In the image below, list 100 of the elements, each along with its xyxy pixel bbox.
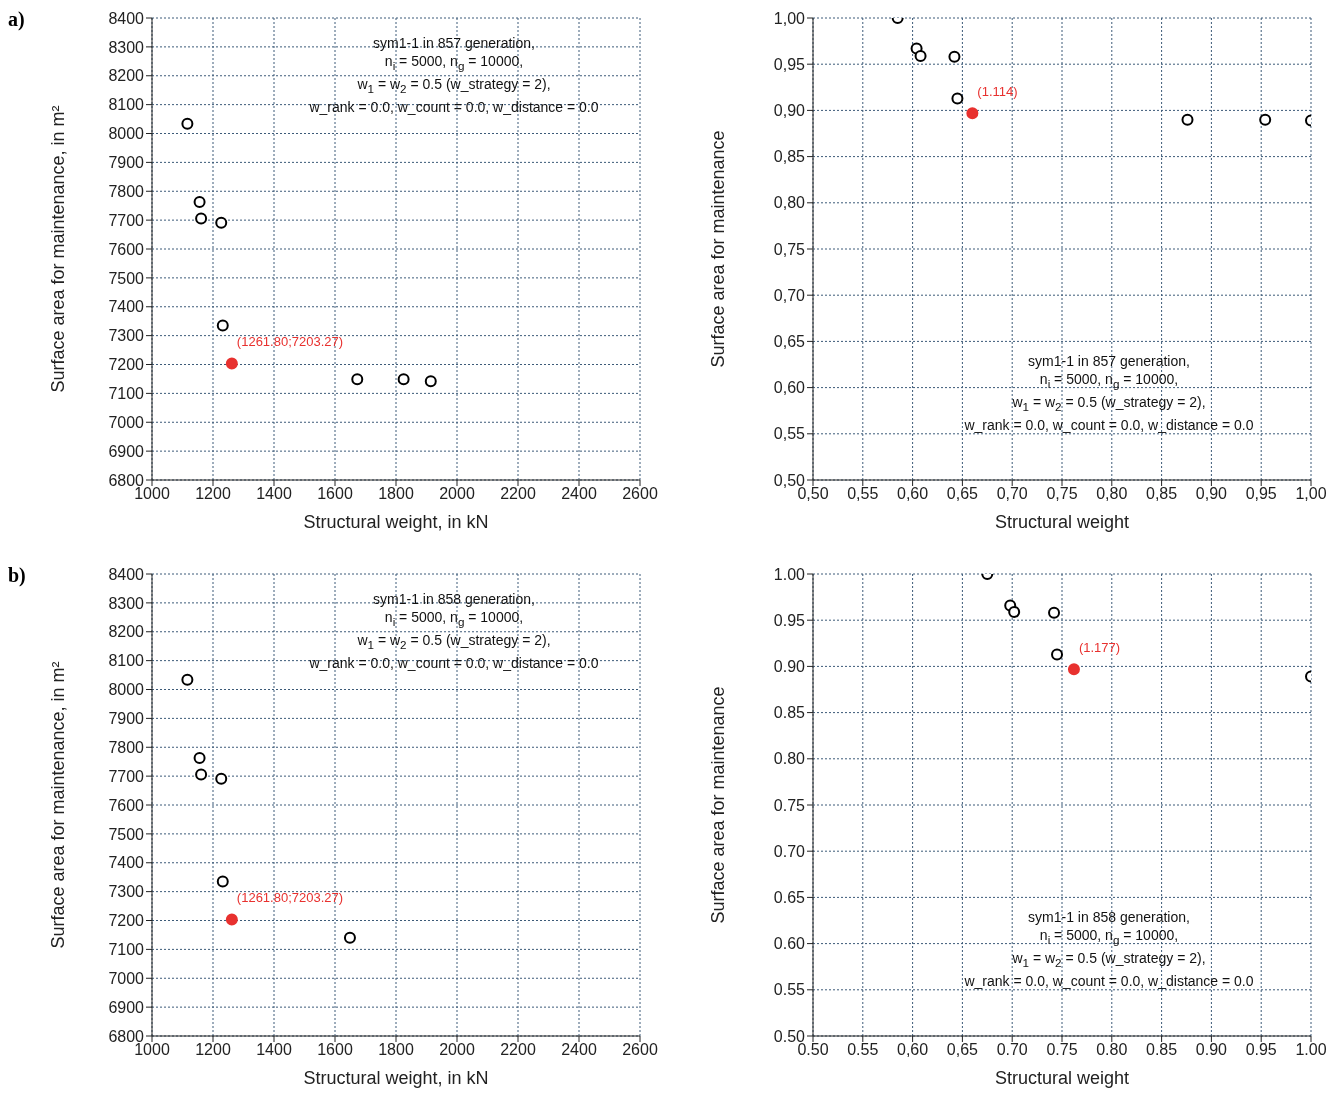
x-tick-label: 1800 bbox=[378, 1041, 414, 1059]
y-axis-title: Surface area for maintenance, in m² bbox=[48, 105, 69, 393]
annotation: w_rank = 0.0, w_count = 0.0, w_distance = 0.0 bbox=[963, 971, 1255, 990]
annotation: n$_{i}$ = 5000, n$_{g}$ = 10000, bbox=[383, 608, 525, 630]
y-tick-label: 7900 bbox=[108, 154, 145, 172]
point bbox=[216, 319, 229, 332]
y-tick-label: 7800 bbox=[108, 738, 145, 756]
y-tick-label: 0.75 bbox=[773, 796, 806, 814]
x-tick-label: 0.85 bbox=[1146, 1041, 1178, 1059]
x-axis-title: Structural weight, in kN bbox=[303, 1068, 489, 1088]
y-tick-label: 0,70 bbox=[773, 286, 806, 304]
x-tick-label: 2000 bbox=[439, 485, 475, 503]
point bbox=[195, 212, 208, 225]
point bbox=[1259, 113, 1272, 126]
point bbox=[424, 375, 437, 388]
point bbox=[195, 768, 208, 781]
y-axis-title: Surface area for maintenance bbox=[708, 130, 729, 368]
y-tick-label: 8200 bbox=[108, 67, 145, 85]
x-tick-label: 1800 bbox=[378, 485, 414, 503]
x-tick-label: 0,65 bbox=[946, 1041, 979, 1059]
x-tick-label: 1400 bbox=[256, 1041, 292, 1059]
x-tick-label: 2400 bbox=[561, 1041, 597, 1059]
point bbox=[351, 373, 364, 386]
x-tick-label: 0.55 bbox=[847, 1041, 879, 1059]
y-tick-label: 7500 bbox=[108, 825, 145, 843]
x-tick-label: 2200 bbox=[500, 1041, 536, 1059]
x-tick-label: 0,60 bbox=[897, 485, 929, 503]
chart-title: b) bbox=[8, 564, 26, 587]
point bbox=[216, 875, 229, 888]
annotation: (1.177) bbox=[1078, 639, 1121, 655]
point bbox=[343, 931, 356, 944]
point bbox=[1181, 113, 1194, 126]
x-tick-label: 0,80 bbox=[1096, 485, 1128, 503]
y-tick-label: 6900 bbox=[108, 442, 145, 460]
point bbox=[1067, 663, 1080, 676]
x-tick-label: 1600 bbox=[317, 485, 353, 503]
x-tick-label: 0.90 bbox=[1195, 1041, 1228, 1059]
annotation: (1.114) bbox=[977, 83, 1018, 99]
y-tick-label: 8400 bbox=[108, 9, 145, 27]
y-tick-label: 8300 bbox=[108, 594, 145, 612]
x-tick-label: 1200 bbox=[195, 1041, 231, 1059]
x-tick-label: 1.00 bbox=[1295, 1041, 1327, 1059]
x-tick-label: 2600 bbox=[622, 485, 658, 503]
y-tick-label: 7600 bbox=[108, 240, 145, 258]
x-axis-title: Structural weight bbox=[994, 1068, 1130, 1088]
y-tick-label: 7100 bbox=[108, 941, 145, 959]
y-tick-label: 8000 bbox=[108, 125, 145, 143]
annotation: sym1-1 in 858 generation, bbox=[1027, 908, 1191, 926]
x-axis-title: Structural weight, in kN bbox=[303, 512, 489, 532]
x-tick-label: 1000 bbox=[134, 485, 170, 503]
annotation: sym1-1 in 858 generation, bbox=[372, 590, 536, 608]
y-tick-label: 7900 bbox=[108, 710, 145, 728]
y-tick-label: 7100 bbox=[108, 385, 145, 403]
y-tick-label: 8400 bbox=[108, 565, 145, 583]
y-tick-label: 0,80 bbox=[773, 194, 806, 212]
point bbox=[225, 357, 238, 370]
y-tick-label: 7600 bbox=[108, 796, 145, 814]
point bbox=[193, 195, 206, 208]
y-tick-label: 6900 bbox=[108, 998, 145, 1016]
x-tick-label: 0.75 bbox=[1046, 1041, 1078, 1059]
point bbox=[966, 107, 979, 120]
x-tick-label: 0,70 bbox=[996, 485, 1028, 503]
y-tick-label: 8000 bbox=[108, 681, 145, 699]
y-tick-label: 7200 bbox=[108, 912, 145, 930]
x-tick-label: 0,85 bbox=[1146, 485, 1178, 503]
annotation: w$_{1}$ = w$_{2}$ = 0.5 (w_strategy = 2), bbox=[356, 630, 552, 653]
x-tick-label: 1,00 bbox=[1295, 485, 1327, 503]
x-tick-label: 0,90 bbox=[1195, 485, 1228, 503]
x-tick-label: 0,75 bbox=[1046, 485, 1078, 503]
y-tick-label: 0.55 bbox=[773, 981, 806, 999]
y-tick-label: 7400 bbox=[108, 854, 145, 872]
annotation: (1261.80;7203.27) bbox=[236, 890, 344, 906]
annotation: n$_{i}$ = 5000, n$_{g}$ = 10000, bbox=[383, 52, 525, 74]
y-tick-label: 0.80 bbox=[773, 750, 806, 768]
x-axis-title: Structural weight bbox=[994, 512, 1130, 532]
y-tick-label: 1,00 bbox=[773, 9, 806, 27]
point bbox=[215, 772, 228, 785]
y-tick-label: 8100 bbox=[108, 96, 145, 114]
y-tick-label: 7700 bbox=[108, 767, 145, 785]
annotation: w$_{1}$ = w$_{2}$ = 0.5 (w_strategy = 2), bbox=[1011, 948, 1207, 971]
point bbox=[193, 751, 206, 764]
x-tick-label: 1600 bbox=[317, 1041, 353, 1059]
annotation: w_rank = 0.0, w_count = 0.0, w_distance = 0.0 bbox=[963, 415, 1255, 434]
annotation: (1261.80;7203.27) bbox=[236, 334, 344, 350]
y-tick-label: 7400 bbox=[108, 298, 145, 316]
y-tick-label: 1.00 bbox=[773, 565, 806, 583]
point bbox=[1051, 648, 1064, 661]
point bbox=[181, 117, 194, 130]
y-tick-label: 0,65 bbox=[773, 333, 806, 351]
y-tick-label: 7000 bbox=[108, 969, 145, 987]
y-tick-label: 0.90 bbox=[773, 658, 806, 676]
y-tick-label: 0.95 bbox=[773, 611, 806, 629]
x-tick-label: 0,65 bbox=[946, 485, 979, 503]
annotation: w$_{1}$ = w$_{2}$ = 0.5 (w_strategy = 2), bbox=[1011, 392, 1207, 415]
y-tick-label: 0.85 bbox=[773, 704, 806, 722]
x-tick-label: 0,95 bbox=[1245, 485, 1277, 503]
x-tick-label: 1000 bbox=[134, 1041, 170, 1059]
y-tick-label: 0,60 bbox=[773, 379, 806, 397]
annotation: sym1-1 in 857 generation, bbox=[1027, 352, 1191, 370]
x-tick-label: 2200 bbox=[500, 485, 536, 503]
